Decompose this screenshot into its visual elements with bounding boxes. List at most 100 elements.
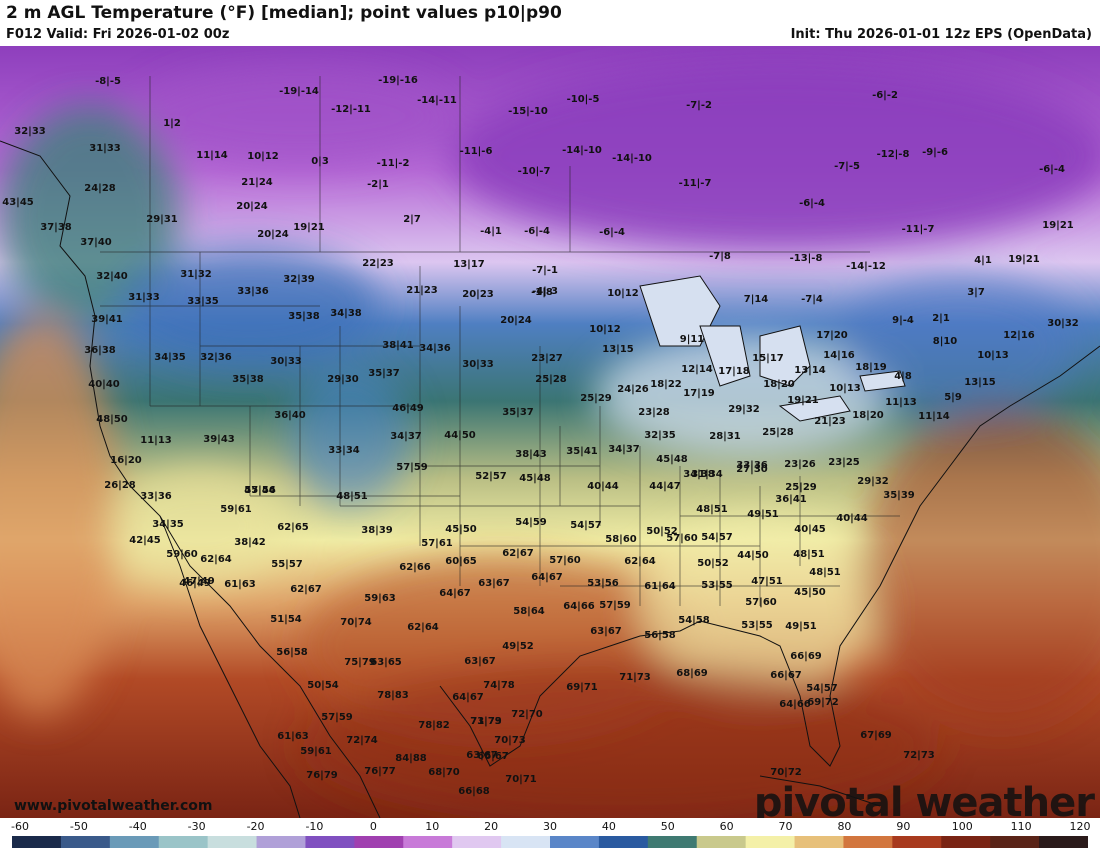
temperature-map: -8|-5 -19|-16 -19|-14 -14|-11 -12|-11 -15|-10…: [0, 46, 1100, 818]
point-value: 76|77: [364, 766, 396, 777]
point-value: 54|58: [678, 615, 710, 626]
point-value: 48|51: [793, 549, 825, 560]
scale-tick-label: -50: [69, 820, 88, 833]
point-value: 24|26: [617, 384, 649, 395]
point-value: -14|-12: [846, 261, 886, 272]
point-value: 66|67: [477, 751, 509, 762]
point-value: 36|40: [274, 410, 306, 421]
point-value: 20|24: [257, 229, 289, 240]
point-value: 68|70: [428, 767, 460, 778]
scale-color-segment: [403, 836, 453, 848]
point-value: 70|73: [494, 735, 526, 746]
point-value: 72|73: [903, 750, 935, 761]
scale-color-segment: [745, 836, 796, 848]
point-value: -6|-4: [799, 198, 825, 209]
scale-color-segment: [109, 836, 160, 848]
point-value: 69|72: [807, 697, 839, 708]
point-value: 35|37: [368, 368, 400, 379]
point-value: 13|17: [453, 259, 485, 270]
point-value: 20|23: [462, 289, 494, 300]
point-value: 25|28: [762, 427, 794, 438]
scale-color-segment: [354, 836, 404, 848]
scale-color-segment: [941, 836, 991, 848]
scale-color-segment: [794, 836, 845, 848]
scale-tick-label: 90: [896, 820, 911, 833]
point-value: 11|14: [196, 150, 228, 161]
point-value: 19|21: [1042, 220, 1074, 231]
point-value: 40|44: [836, 513, 868, 524]
point-value: -4|-3: [532, 286, 558, 297]
scale-color-segment: [892, 836, 942, 848]
point-value: 60|65: [445, 556, 477, 567]
point-value: 21|24: [241, 177, 273, 188]
point-value: 40|45: [794, 524, 826, 535]
point-value: 54|57: [806, 683, 838, 694]
scale-color-segment: [1039, 836, 1088, 848]
point-value: 16|20: [110, 455, 142, 466]
point-value: 33|36: [140, 491, 172, 502]
scale-color-segment: [12, 836, 62, 848]
scale-tick-label: 110: [1010, 820, 1032, 833]
point-value: 10|12: [589, 324, 621, 335]
point-value: 48|50: [96, 414, 128, 425]
point-value: 59|61: [220, 504, 252, 515]
point-value: -11|-2: [376, 158, 410, 169]
scale-color-segment: [647, 836, 698, 848]
point-value: 23|27: [531, 353, 563, 364]
scale-color-segment: [256, 836, 307, 848]
point-value: 4|8: [894, 371, 912, 382]
point-value: 31|33: [128, 292, 160, 303]
point-value: 23|25: [828, 457, 860, 468]
point-value: 64|67: [531, 572, 563, 583]
point-value: 29|31: [146, 214, 178, 225]
point-value: -12|-8: [876, 149, 910, 160]
scale-tick-label: -30: [187, 820, 206, 833]
scale-tick-label: 100: [951, 820, 973, 833]
point-value: 55|56: [244, 485, 276, 496]
point-value: 34|38: [683, 469, 715, 480]
point-value: 27|30: [736, 464, 768, 475]
point-value: 8|10: [932, 336, 958, 347]
point-value: -1|8: [531, 287, 553, 298]
point-value: 53|56: [587, 578, 619, 589]
point-value: 9|-4: [892, 315, 914, 326]
point-value: 10|12: [247, 151, 279, 162]
point-value: -19|-16: [378, 75, 418, 86]
point-value: 49|52: [502, 641, 534, 652]
point-value: 49|51: [747, 509, 779, 520]
point-value: 40|44: [587, 481, 619, 492]
point-value: 35|39: [883, 490, 915, 501]
point-value: 10|13: [977, 350, 1009, 361]
point-value: 13|15: [964, 377, 996, 388]
point-value: 62|65: [277, 522, 309, 533]
point-value: 42|45: [129, 535, 161, 546]
point-value: 12|16: [1003, 330, 1035, 341]
point-value: 57|59: [321, 712, 353, 723]
point-value: -19|-14: [279, 86, 319, 97]
point-value: 62|64: [200, 554, 232, 565]
point-value: 57|61: [421, 538, 453, 549]
point-value: 29|30: [327, 374, 359, 385]
point-value: 30|33: [462, 359, 494, 370]
point-value: -8|-5: [95, 76, 121, 87]
point-value: 54|59: [515, 517, 547, 528]
scale-color-segment: [207, 836, 258, 848]
point-value: 31|33: [89, 143, 121, 154]
point-value: 63|67: [590, 626, 622, 637]
point-value: 35|37: [502, 407, 534, 418]
point-value: 32|35: [644, 430, 676, 441]
point-value: 25|28: [535, 374, 567, 385]
scale-tick-label: 40: [601, 820, 616, 833]
point-value: 30|33: [270, 356, 302, 367]
point-value: 34|35: [152, 519, 184, 530]
scale-tick-label: 30: [543, 820, 557, 833]
website-label: www.pivotalweather.com: [14, 798, 213, 814]
point-value: 70|74: [340, 617, 372, 628]
point-value: -6|-4: [524, 226, 550, 237]
lakes: [639, 275, 906, 422]
point-value: 0|3: [311, 156, 329, 167]
point-value: 59|63: [364, 593, 396, 604]
point-value: 75|79: [344, 657, 376, 668]
point-value: 33|36: [736, 460, 768, 471]
point-value: 33|35: [187, 296, 219, 307]
